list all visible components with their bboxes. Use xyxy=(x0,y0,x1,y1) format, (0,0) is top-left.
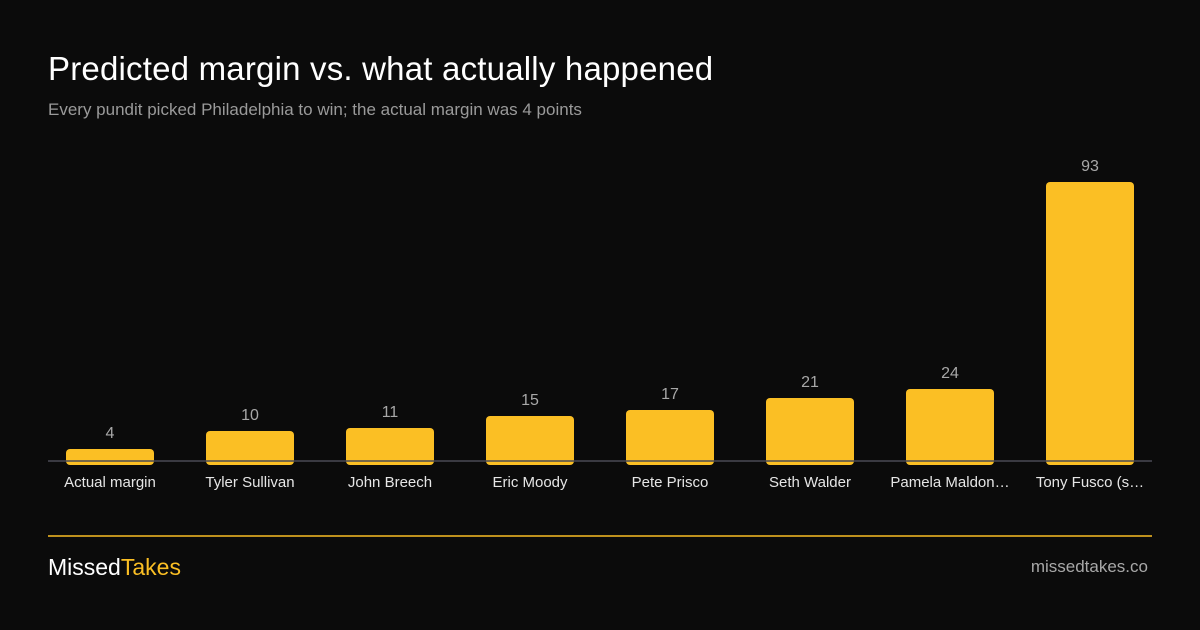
chart-title: Predicted margin vs. what actually happe… xyxy=(48,50,714,87)
bar-3[interactable] xyxy=(486,416,574,465)
data-label-2: 11 xyxy=(382,404,399,421)
footer-divider xyxy=(48,535,1152,537)
bar-5[interactable] xyxy=(766,398,854,465)
x-tick-label-0: Actual margin xyxy=(64,474,156,491)
data-label-7: 93 xyxy=(1081,158,1099,175)
data-label-5: 21 xyxy=(801,374,819,391)
bar-chart: 4 Actual margin 10 Tyler Sullivan 11 John Bre… xyxy=(48,158,1152,491)
data-label-1: 10 xyxy=(241,407,259,424)
bar-1[interactable] xyxy=(206,431,294,465)
x-tick-label-6: Pamela Maldon… xyxy=(890,474,1009,491)
bar-0[interactable] xyxy=(66,449,154,465)
chart-subtitle: Every pundit picked Philadelphia to win;… xyxy=(48,100,582,119)
x-tick-label-3: Eric Moody xyxy=(492,474,568,491)
data-label-4: 17 xyxy=(661,386,679,403)
data-label-3: 15 xyxy=(521,392,539,409)
data-label-6: 24 xyxy=(941,365,959,382)
x-tick-label-5: Seth Walder xyxy=(769,474,851,491)
bar-4[interactable] xyxy=(626,410,714,465)
brand-name-part1: Missed xyxy=(48,554,121,580)
site-url[interactable]: missedtakes.co xyxy=(1030,557,1148,576)
bar-7[interactable] xyxy=(1046,182,1134,465)
data-label-0: 4 xyxy=(106,425,115,442)
brand-logo[interactable]: MissedTakes xyxy=(48,554,181,581)
x-tick-label-4: Pete Prisco xyxy=(632,474,709,491)
x-tick-label-2: John Breech xyxy=(348,474,432,491)
brand-name-part2: Takes xyxy=(120,554,181,580)
bar-6[interactable] xyxy=(906,389,994,465)
x-tick-label-7: Tony Fusco (s… xyxy=(1036,474,1144,491)
x-tick-label-1: Tyler Sullivan xyxy=(205,474,294,491)
bar-2[interactable] xyxy=(346,428,434,465)
